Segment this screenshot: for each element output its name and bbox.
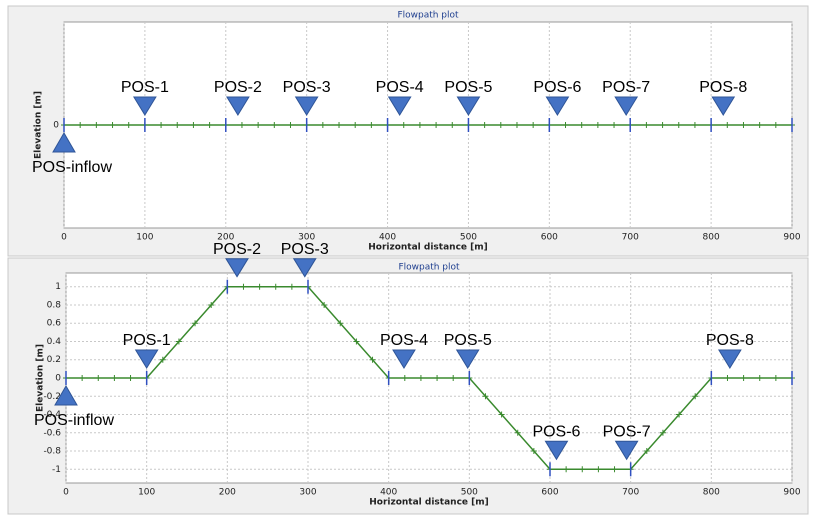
y-tick-label: 0 xyxy=(53,121,59,131)
chart-title: Flowpath plot xyxy=(398,263,460,273)
x-tick-label: 500 xyxy=(460,233,477,243)
annotation-label: POS-3 xyxy=(281,241,329,258)
annotation-label: POS-1 xyxy=(123,332,171,349)
x-tick-label: 500 xyxy=(461,488,478,498)
annotation-label: POS-3 xyxy=(283,79,331,96)
marker-down xyxy=(294,96,319,116)
x-tick-label: 0 xyxy=(63,488,69,498)
annotation-label: POS-inflow xyxy=(34,412,114,429)
x-tick-label: 600 xyxy=(541,233,558,243)
chart-title: Flowpath plot xyxy=(397,11,459,21)
x-tick-label: 300 xyxy=(298,233,315,243)
marker-down xyxy=(387,96,412,116)
y-axis-label: Elevation [m] xyxy=(34,91,44,159)
annotation-label: POS-6 xyxy=(532,424,580,441)
x-tick-label: 300 xyxy=(299,488,316,498)
x-tick-label: 600 xyxy=(541,488,558,498)
x-tick-label: 900 xyxy=(783,233,800,243)
marker-down xyxy=(226,96,250,116)
annotation-label: POS-2 xyxy=(214,79,262,96)
marker-down xyxy=(614,440,639,461)
x-tick-label: 900 xyxy=(783,488,800,498)
marker-down xyxy=(132,96,157,116)
x-tick-label: 800 xyxy=(703,233,720,243)
annotation-label: POS-8 xyxy=(699,79,747,96)
annotation-label: POS-6 xyxy=(533,79,581,96)
marker-down xyxy=(392,349,416,369)
y-tick-label: 0.2 xyxy=(47,355,61,365)
y-tick-label: 0.6 xyxy=(47,319,62,329)
marker-down xyxy=(456,96,481,116)
x-tick-label: 0 xyxy=(61,233,67,243)
marker-down xyxy=(614,96,639,116)
marker-up xyxy=(52,132,76,153)
annotation-label: POS-4 xyxy=(380,332,428,349)
annotation-label: POS-5 xyxy=(444,79,492,96)
marker-down xyxy=(292,258,317,278)
x-tick-label: 200 xyxy=(217,233,234,243)
marker-up xyxy=(54,385,78,406)
y-tick-label: 1 xyxy=(55,282,61,292)
y-tick-label: -0.6 xyxy=(43,428,61,438)
x-axis-label: Horizontal distance [m] xyxy=(369,498,489,508)
y-axis-label: Elevation [m] xyxy=(36,344,46,412)
marker-down xyxy=(711,96,736,116)
x-tick-label: 700 xyxy=(622,233,639,243)
marker-down xyxy=(545,96,570,116)
line xyxy=(66,285,792,471)
x-tick-label: 400 xyxy=(380,488,397,498)
annotation-label: POS-7 xyxy=(602,79,650,96)
x-tick-label: 700 xyxy=(622,488,639,498)
x-axis-label: Horizontal distance [m] xyxy=(368,243,488,253)
annotation-label: POS-5 xyxy=(444,332,492,349)
annotation-label: POS-8 xyxy=(706,332,754,349)
x-tick-label: 100 xyxy=(138,488,155,498)
y-tick-label: -0.2 xyxy=(43,392,61,402)
marker-down xyxy=(717,349,742,369)
annotation-label: POS-4 xyxy=(376,79,424,96)
y-tick-label: -0.8 xyxy=(43,447,61,457)
x-tick-label: 200 xyxy=(219,488,236,498)
marker-down xyxy=(225,258,249,278)
marker-down xyxy=(544,440,569,461)
x-tick-label: 800 xyxy=(703,488,720,498)
y-tick-label: 0 xyxy=(55,374,61,384)
y-tick-label: 0.8 xyxy=(47,300,62,310)
marker-down xyxy=(455,349,480,369)
y-tick-label: -1 xyxy=(52,465,61,475)
annotation-label: POS-inflow xyxy=(32,159,112,176)
annotation-label: POS-7 xyxy=(603,424,651,441)
annotation-label: POS-2 xyxy=(213,241,261,258)
y-tick-label: -0.4 xyxy=(43,410,61,420)
marker-down xyxy=(134,349,159,369)
annotation-label: POS-1 xyxy=(121,79,169,96)
y-tick-label: 0.4 xyxy=(47,337,62,347)
x-tick-label: 100 xyxy=(136,233,153,243)
x-tick-label: 400 xyxy=(379,233,396,243)
